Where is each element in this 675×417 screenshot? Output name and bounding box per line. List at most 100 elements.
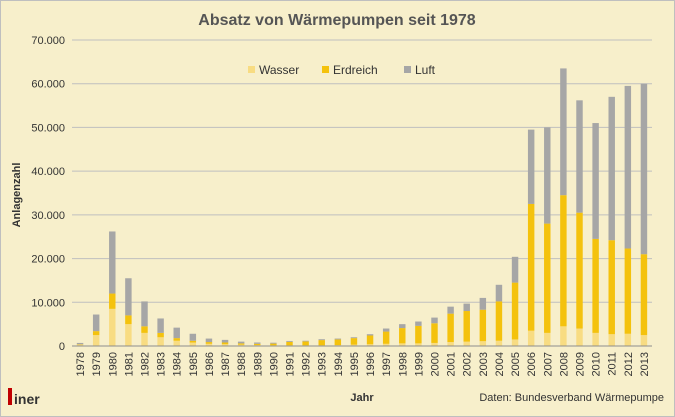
bar-wasser-1998 [399, 343, 406, 346]
bar-erdreich-2008 [560, 195, 567, 327]
bar-wasser-2003 [479, 341, 487, 346]
x-tick-label: 1994 [333, 352, 345, 376]
x-tick-label: 1999 [413, 352, 425, 376]
source-note: Daten: Bundesverband Wärmepumpe [479, 392, 664, 404]
bar-erdreich-2001 [447, 313, 454, 343]
x-tick-label: 2009 [575, 352, 587, 376]
bar-erdreich-2012 [624, 248, 632, 334]
bar-luft-2009 [576, 100, 583, 213]
x-tick-label: 1992 [301, 352, 313, 376]
bar-luft-1991 [286, 340, 293, 342]
bar-wasser-1979 [92, 335, 100, 346]
bar-wasser-1983 [157, 337, 164, 346]
bar-wasser-2002 [463, 341, 470, 346]
x-tick-label: 1997 [381, 352, 393, 376]
y-tick-label: 0 [59, 341, 65, 353]
bar-erdreich-2002 [463, 311, 470, 342]
bar-luft-2005 [511, 256, 519, 283]
bar-luft-1980 [109, 231, 116, 294]
bar-luft-2003 [479, 297, 487, 310]
x-tick-label: 1987 [220, 352, 232, 376]
bar-wasser-1997 [382, 343, 390, 346]
bar-luft-2002 [463, 303, 470, 312]
bar-erdreich-1989 [254, 343, 261, 346]
bar-erdreich-1987 [221, 342, 229, 345]
bar-luft-1996 [366, 334, 374, 336]
bar-luft-1995 [350, 337, 358, 339]
bar-luft-1990 [270, 342, 277, 344]
x-tick-label: 2007 [542, 352, 554, 376]
bar-wasser-2006 [527, 330, 535, 346]
bar-erdreich-2010 [592, 238, 599, 333]
x-tick-label: 1988 [236, 352, 248, 376]
x-tick-label: 1990 [268, 352, 280, 376]
bar-luft-1984 [173, 327, 180, 339]
bar-luft-2008 [560, 68, 567, 196]
bar-erdreich-1995 [350, 338, 358, 345]
x-tick-label: 1985 [188, 352, 200, 376]
x-tick-label: 1991 [285, 352, 297, 376]
bar-luft-2012 [624, 85, 632, 249]
x-tick-label: 2012 [623, 352, 635, 376]
legend-label-wasser: Wasser [259, 63, 299, 77]
bar-wasser-1995 [350, 344, 358, 346]
bar-erdreich-2004 [495, 301, 503, 341]
x-tick-label: 1995 [349, 352, 361, 376]
bar-luft-1998 [399, 324, 406, 329]
bar-luft-1978 [76, 342, 84, 345]
y-tick-label: 20.000 [31, 254, 65, 266]
x-tick-label: 2005 [510, 352, 522, 376]
bar-erdreich-1983 [157, 332, 164, 338]
bar-luft-2010 [592, 123, 599, 239]
bar-erdreich-1985 [189, 340, 197, 343]
bar-luft-1994 [334, 338, 342, 340]
logo-text: iner [14, 391, 40, 407]
bar-erdreich-1981 [125, 315, 132, 325]
bar-erdreich-1984 [173, 338, 180, 341]
bar-luft-1993 [318, 339, 325, 341]
x-tick-label: 1978 [75, 352, 87, 376]
legend-label-luft: Luft [415, 63, 436, 77]
legend-swatch-wasser [248, 66, 255, 73]
bar-erdreich-1996 [366, 335, 374, 345]
bar-erdreich-2009 [576, 212, 583, 329]
x-tick-label: 2013 [639, 352, 651, 376]
x-tick-label: 2010 [591, 352, 603, 376]
bar-erdreich-1991 [286, 341, 293, 346]
bar-luft-1982 [141, 301, 148, 327]
bar-wasser-2009 [576, 328, 583, 346]
bar-erdreich-2006 [527, 203, 535, 331]
bar-luft-1987 [221, 339, 229, 343]
bar-wasser-2010 [592, 332, 599, 346]
x-tick-label: 1982 [140, 352, 152, 376]
bar-wasser-1978 [76, 344, 84, 346]
y-tick-label: 70.000 [31, 35, 65, 47]
x-tick-label: 1980 [107, 352, 119, 376]
bar-wasser-2005 [511, 339, 519, 346]
x-tick-label: 1989 [252, 352, 264, 376]
bar-erdreich-2013 [640, 254, 648, 336]
bar-wasser-2000 [431, 342, 438, 346]
x-tick-label: 1998 [397, 352, 409, 376]
bar-wasser-1987 [221, 344, 229, 346]
x-tick-label: 2000 [430, 352, 442, 376]
bar-luft-2000 [431, 317, 438, 324]
bar-erdreich-1980 [109, 293, 116, 309]
bar-luft-1997 [382, 328, 390, 332]
x-tick-label: 1996 [365, 352, 377, 376]
x-tick-label: 1983 [156, 352, 168, 376]
bar-luft-1992 [302, 340, 309, 342]
bar-luft-1999 [415, 321, 422, 326]
bar-luft-2006 [527, 129, 535, 204]
bar-luft-2004 [495, 284, 503, 302]
logo: iner [8, 388, 40, 407]
bar-erdreich-2005 [511, 282, 519, 340]
legend-swatch-luft [404, 66, 411, 73]
x-tick-label: 1993 [317, 352, 329, 376]
legend-label-erdreich: Erdreich [333, 63, 378, 77]
bar-wasser-1999 [415, 343, 422, 346]
x-tick-label: 2003 [478, 352, 490, 376]
bar-wasser-2004 [495, 340, 503, 346]
bar-erdreich-2003 [479, 309, 487, 342]
